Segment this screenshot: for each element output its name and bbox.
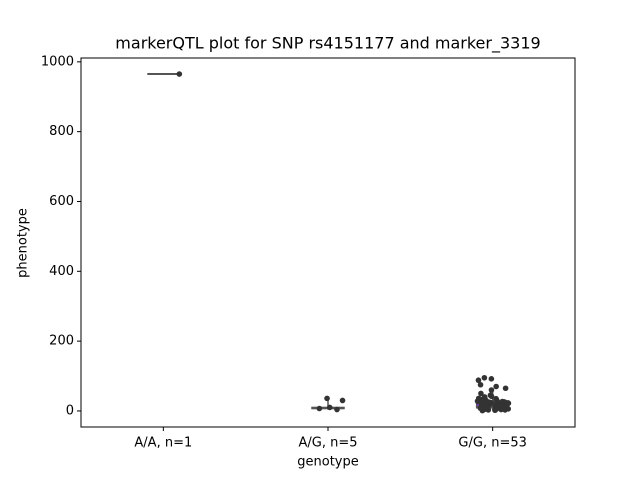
point bbox=[502, 385, 509, 392]
point bbox=[477, 381, 484, 388]
point bbox=[502, 407, 508, 413]
point bbox=[488, 400, 495, 406]
point bbox=[493, 397, 500, 403]
point bbox=[493, 383, 499, 390]
x-tick-label: G/G, n=53 bbox=[458, 436, 526, 451]
point bbox=[488, 376, 495, 382]
y-tick-label: 1000 bbox=[41, 54, 74, 69]
y-tick-label: 800 bbox=[49, 124, 74, 139]
x-tick-label: A/A, n=1 bbox=[134, 436, 192, 451]
x-axis-label: genotype bbox=[297, 455, 358, 470]
point bbox=[495, 404, 501, 411]
y-tick-label: 0 bbox=[66, 403, 74, 418]
point bbox=[316, 405, 323, 412]
point bbox=[475, 377, 482, 384]
chart-title: markerQTL plot for SNP rs4151177 and mar… bbox=[115, 34, 540, 54]
point bbox=[334, 406, 340, 413]
point bbox=[326, 404, 333, 411]
point bbox=[481, 374, 488, 381]
point bbox=[483, 403, 489, 409]
y-tick-label: 400 bbox=[49, 264, 74, 279]
point bbox=[478, 390, 484, 397]
plot-frame bbox=[80, 57, 576, 428]
y-tick-label: 200 bbox=[49, 334, 74, 349]
point bbox=[480, 398, 486, 404]
point bbox=[499, 398, 506, 405]
x-tick-label: A/G, n=5 bbox=[298, 436, 357, 451]
y-tick-label: 600 bbox=[49, 194, 74, 209]
point bbox=[176, 71, 183, 77]
point bbox=[488, 393, 495, 400]
point bbox=[324, 395, 330, 402]
point bbox=[488, 387, 495, 393]
point bbox=[475, 395, 482, 402]
point bbox=[339, 397, 346, 404]
y-axis-label: phenotype bbox=[16, 208, 31, 278]
